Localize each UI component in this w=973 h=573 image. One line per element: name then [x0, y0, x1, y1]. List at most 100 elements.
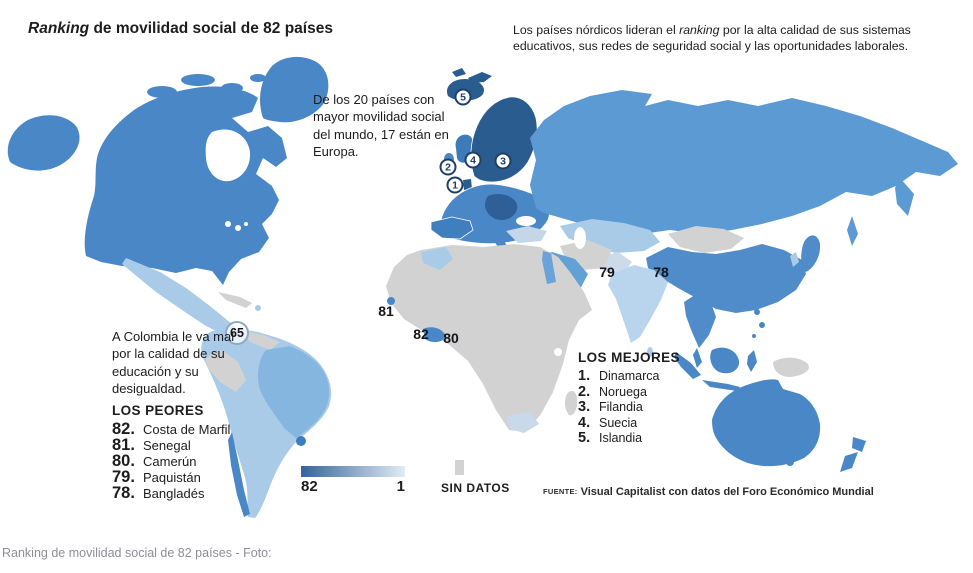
- new-zealand-north: [852, 437, 866, 452]
- rank-number: 79.: [112, 468, 135, 486]
- sulawesi: [747, 350, 757, 372]
- arctic-island: [250, 74, 266, 82]
- black-sea: [516, 216, 536, 226]
- philippines: [759, 322, 765, 328]
- country-name: Bangladés: [143, 486, 205, 501]
- arctic-islet: [452, 68, 466, 77]
- rank-marker-label: 3: [500, 155, 506, 167]
- china: [646, 244, 806, 313]
- rank-marker-label: 5: [460, 91, 466, 103]
- rank-list-item: 2. Noruega: [578, 385, 680, 400]
- rank-list-item: 79. Paquistán: [112, 468, 230, 486]
- worst-list-items: 82. Costa de Marfil 81. Senegal 80. Came…: [112, 421, 230, 501]
- source-credit: FUENTE: Visual Capitalist con datos del F…: [543, 486, 874, 498]
- rank-marker-label: 80: [443, 330, 459, 346]
- ivory-coast-ghana: [423, 327, 446, 343]
- photo-caption: Ranking de movilidad social de 82 países…: [2, 546, 272, 560]
- venezuela: [242, 330, 280, 350]
- circled-markers-layer: 1 2 3 4 5: [439, 88, 512, 194]
- borneo: [710, 347, 740, 374]
- india: [608, 265, 668, 343]
- spain: [430, 216, 474, 240]
- rank-marker-label: 65: [230, 326, 244, 340]
- worst-ranked-list: LOS PEORES 82. Costa de Marfil 81. Seneg…: [112, 403, 230, 502]
- rank-marker-circled: 5: [454, 88, 472, 106]
- new-guinea: [773, 357, 809, 377]
- rank-marker-plain: 80: [443, 330, 459, 346]
- source-text: Visual Capitalist con datos del Foro Eco…: [580, 486, 874, 498]
- rank-marker-label: 4: [470, 154, 476, 166]
- svalbard: [468, 72, 492, 83]
- great-lakes: [235, 225, 241, 231]
- scale-min-label: 1: [396, 478, 405, 495]
- plain-markers-layer: 81 82 80 79 78: [378, 264, 669, 346]
- rank-marker-label: 1: [452, 179, 458, 191]
- italy: [490, 224, 507, 250]
- java: [702, 380, 740, 391]
- south-africa: [506, 412, 539, 433]
- best-list-items: 1. Dinamarca 2. Noruega 3. Filandia 4. S…: [578, 369, 680, 446]
- indochina: [684, 293, 716, 348]
- australia: [712, 379, 821, 467]
- caspian-sea: [574, 227, 586, 249]
- morocco: [421, 247, 453, 270]
- country-name: Paquistán: [143, 470, 201, 485]
- rank-list-item: 82. Costa de Marfil: [112, 421, 230, 437]
- africa-base: [386, 244, 592, 432]
- kamchatka: [895, 178, 914, 216]
- great-lakes: [225, 221, 231, 227]
- country-name: Senegal: [143, 438, 191, 453]
- europe-note: De los 20 países con mayor movilidad soc…: [313, 92, 449, 159]
- alaska: [7, 115, 80, 171]
- rank-marker-plain: 82: [413, 326, 429, 342]
- arctic-island: [221, 83, 243, 93]
- intro-italic: ranking: [679, 23, 720, 37]
- scale-max-label: 82: [301, 478, 318, 495]
- denmark: [463, 179, 472, 190]
- rank-marker-label: 2: [445, 161, 451, 173]
- rank-marker-circled: 1: [446, 176, 464, 194]
- colombia-rank-marker: 65: [225, 321, 249, 345]
- rank-list-item: 5. Islandia: [578, 431, 680, 446]
- sri-lanka: [647, 347, 653, 357]
- uruguay: [296, 436, 306, 446]
- rank-list-item: 78. Bangladés: [112, 485, 230, 501]
- best-ranked-list: LOS MEJORES 1. Dinamarca 2. Noruega 3. F…: [578, 350, 680, 447]
- intro-before: Los países nórdicos lideran el: [513, 23, 680, 37]
- best-list-heading: LOS MEJORES: [578, 350, 680, 365]
- world-map: [7, 56, 958, 518]
- brazil: [258, 346, 330, 438]
- egypt-nile: [542, 251, 556, 284]
- title-rest: de movilidad social de 82 países: [89, 20, 333, 37]
- tasmania: [786, 458, 794, 466]
- mongolia: [668, 226, 744, 253]
- rank-number: 5.: [578, 430, 591, 446]
- rank-number: 4.: [578, 414, 591, 431]
- rank-marker-plain: 78: [653, 264, 669, 280]
- outlined-markers-layer: 65: [225, 321, 249, 345]
- worst-list-heading: LOS PEORES: [112, 403, 204, 418]
- no-data-swatch: [455, 460, 464, 475]
- rank-number: 81.: [112, 436, 135, 454]
- rank-number: 1.: [578, 368, 591, 384]
- hudson-bay: [205, 129, 251, 182]
- poland: [485, 194, 518, 221]
- rank-list-item: 1. Dinamarca: [578, 369, 680, 384]
- rank-marker-circled: 2: [439, 158, 457, 176]
- rank-number: 80.: [112, 452, 135, 470]
- page-title: Ranking de movilidad social de 82 países: [28, 20, 333, 38]
- oceania: [712, 379, 866, 472]
- south-america: [201, 328, 332, 518]
- rank-list-item: 81. Senegal: [112, 436, 230, 454]
- japan: [801, 235, 821, 272]
- russia: [530, 90, 958, 234]
- rank-marker-label: 82: [413, 326, 429, 342]
- rank-marker-label: 78: [653, 264, 669, 280]
- lake-victoria: [554, 348, 562, 356]
- rank-number: 3.: [578, 399, 591, 415]
- cuba: [218, 292, 252, 308]
- color-scale-labels: 82 1: [301, 478, 405, 495]
- mexico-central-america: [122, 258, 242, 338]
- chile: [228, 432, 250, 517]
- north-america: [7, 56, 329, 338]
